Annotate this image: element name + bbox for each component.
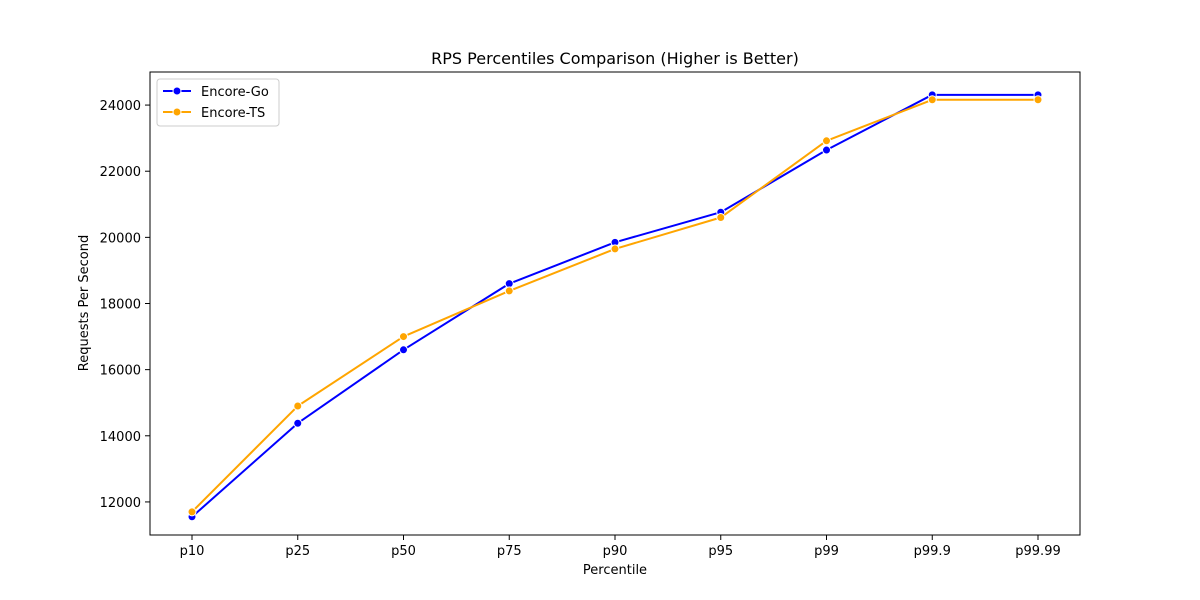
data-point-encore-go-p99 (822, 145, 831, 155)
data-point-encore-go-p50 (399, 345, 408, 355)
x-tick-label-p10: p10 (180, 544, 205, 559)
y-tick-label-18000: 18000 (100, 298, 141, 313)
data-point-encore-ts-p75 (504, 286, 514, 296)
chart-title: RPS Percentiles Comparison (Higher is Be… (431, 49, 799, 68)
y-tick-label-20000: 20000 (100, 231, 141, 246)
x-tick-label-p25: p25 (285, 544, 310, 559)
legend-marker-encore-ts (172, 107, 182, 117)
series-line-encore-ts (191, 98, 1038, 513)
x-tick-label-p90: p90 (603, 544, 628, 559)
plot-area: p10 p25 p50 p75 p90 p95 p99 p99.9 p99.99 12000 140… (100, 71, 1081, 559)
x-tick-label-p99.9: p99.9 (914, 544, 951, 559)
data-point-encore-ts-p10 (187, 507, 197, 517)
y-tick-label-14000: 14000 (100, 430, 141, 445)
plot-frame (149, 71, 1081, 536)
data-point-encore-go-p25 (293, 418, 303, 428)
y-axis-label: Requests Per Second (77, 235, 92, 371)
y-tick-label-16000: 16000 (100, 364, 141, 379)
data-point-encore-ts-p25 (293, 401, 303, 411)
data-point-encore-ts-p95 (716, 213, 726, 223)
x-tick-label-p95: p95 (708, 544, 733, 559)
legend-label-encore-go: Encore-Go (201, 85, 269, 100)
data-point-encore-ts-p99 (822, 136, 831, 146)
x-tick-label-p75: p75 (497, 544, 522, 559)
data-point-encore-ts-p99.99 (1033, 95, 1043, 105)
y-tick-label-22000: 22000 (100, 165, 141, 180)
legend-marker-encore-go (172, 86, 182, 96)
y-tick-label-24000: 24000 (100, 99, 141, 114)
legend-label-encore-ts: Encore-TS (201, 106, 265, 121)
data-point-encore-ts-p90 (610, 244, 620, 254)
data-point-encore-ts-p99.9 (927, 95, 937, 105)
legend: Encore-Go Encore-TS (156, 78, 280, 127)
x-axis-label: Percentile (583, 563, 647, 578)
x-tick-label-p99.99: p99.99 (1015, 544, 1060, 559)
x-tick-label-p50: p50 (391, 544, 416, 559)
data-point-encore-ts-p50 (399, 332, 408, 342)
x-tick-label-p99: p99 (814, 544, 839, 559)
y-tick-label-12000: 12000 (100, 496, 141, 511)
series-line-encore-go (191, 93, 1038, 518)
